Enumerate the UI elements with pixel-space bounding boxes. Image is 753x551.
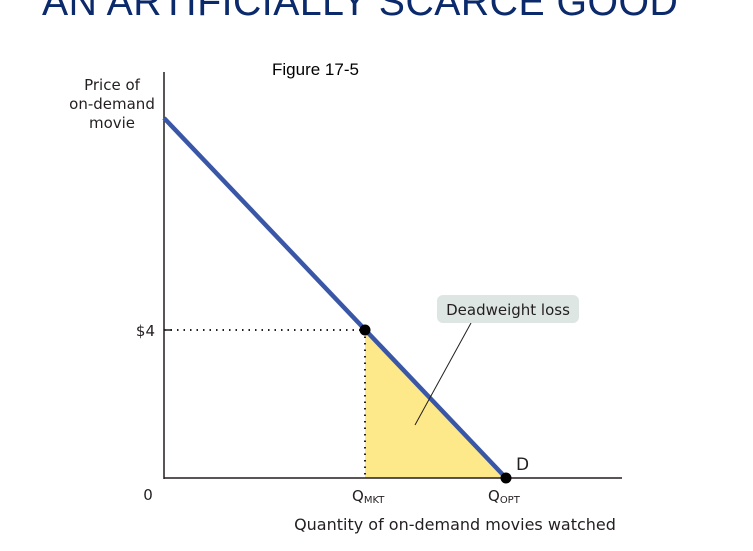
x-axis-label: Quantity of on-demand movies watched bbox=[294, 515, 616, 534]
y-axis-label-line2: on-demand bbox=[69, 95, 155, 113]
callout-box bbox=[437, 295, 579, 323]
y-axis-label-line1: Price of bbox=[84, 76, 141, 94]
qmkt-main: Q bbox=[352, 487, 364, 505]
market-point bbox=[359, 324, 371, 336]
demand-label: D bbox=[516, 455, 529, 475]
qopt-label: QOPT bbox=[488, 487, 521, 506]
slide-title: AN ARTIFICIALLY SCARCE GOOD bbox=[42, 0, 679, 24]
demand-curve bbox=[162, 116, 508, 480]
deadweight-loss-label: Deadweight loss bbox=[446, 301, 570, 319]
price-tick-label: $4 bbox=[136, 322, 155, 340]
qopt-sub: OPT bbox=[500, 495, 521, 506]
figure-label: Figure 17-5 bbox=[272, 60, 359, 79]
qmkt-label: QMKT bbox=[352, 487, 385, 506]
origin-label: 0 bbox=[143, 486, 153, 504]
callout-leader-line bbox=[414, 322, 472, 426]
optimal-point bbox=[500, 472, 512, 484]
qopt-main: Q bbox=[488, 487, 500, 505]
qmkt-sub: MKT bbox=[364, 495, 385, 506]
y-axis-label-line3: movie bbox=[89, 114, 135, 132]
